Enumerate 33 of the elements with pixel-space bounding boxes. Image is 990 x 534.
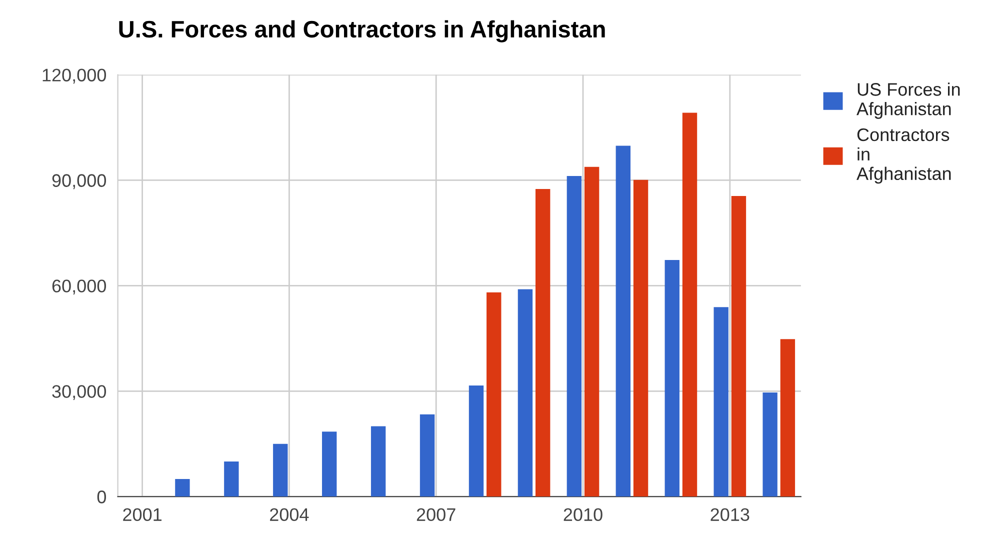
bar (664, 260, 680, 497)
chart-title: U.S. Forces and Contractors in Afghanistan (119, 20, 605, 42)
legend-label: Contractors in Afghanistan (856, 128, 951, 184)
x-tick-label: 2013 (710, 508, 750, 521)
y-tick-label: 60,000 (52, 280, 106, 295)
bar (175, 479, 190, 497)
x-tick-label: 2001 (123, 508, 162, 521)
bar (633, 180, 648, 497)
bar (536, 189, 550, 497)
x-tick-label: 2007 (416, 508, 456, 521)
bar (616, 146, 630, 497)
y-tick-label: 30,000 (52, 385, 106, 400)
bar (273, 444, 288, 497)
bar (322, 432, 337, 497)
y-tick-label: 0 (97, 490, 106, 504)
bar (731, 196, 746, 497)
legend-label: US Forces in Afghanistan (856, 82, 960, 119)
y-tick-label: 90,000 (52, 174, 106, 190)
bar (682, 112, 698, 497)
bar (420, 414, 435, 497)
bar (518, 289, 533, 497)
bar (584, 166, 600, 497)
bar (224, 461, 239, 497)
bar (468, 386, 484, 497)
bar (486, 292, 502, 497)
bar (566, 176, 582, 497)
y-tick-label: 120,000 (42, 68, 106, 84)
bar (370, 426, 386, 497)
x-tick-label: 2004 (270, 508, 309, 521)
x-tick-label: 2010 (564, 508, 602, 521)
bar (780, 339, 796, 497)
bar (762, 392, 778, 497)
bar (714, 307, 728, 497)
